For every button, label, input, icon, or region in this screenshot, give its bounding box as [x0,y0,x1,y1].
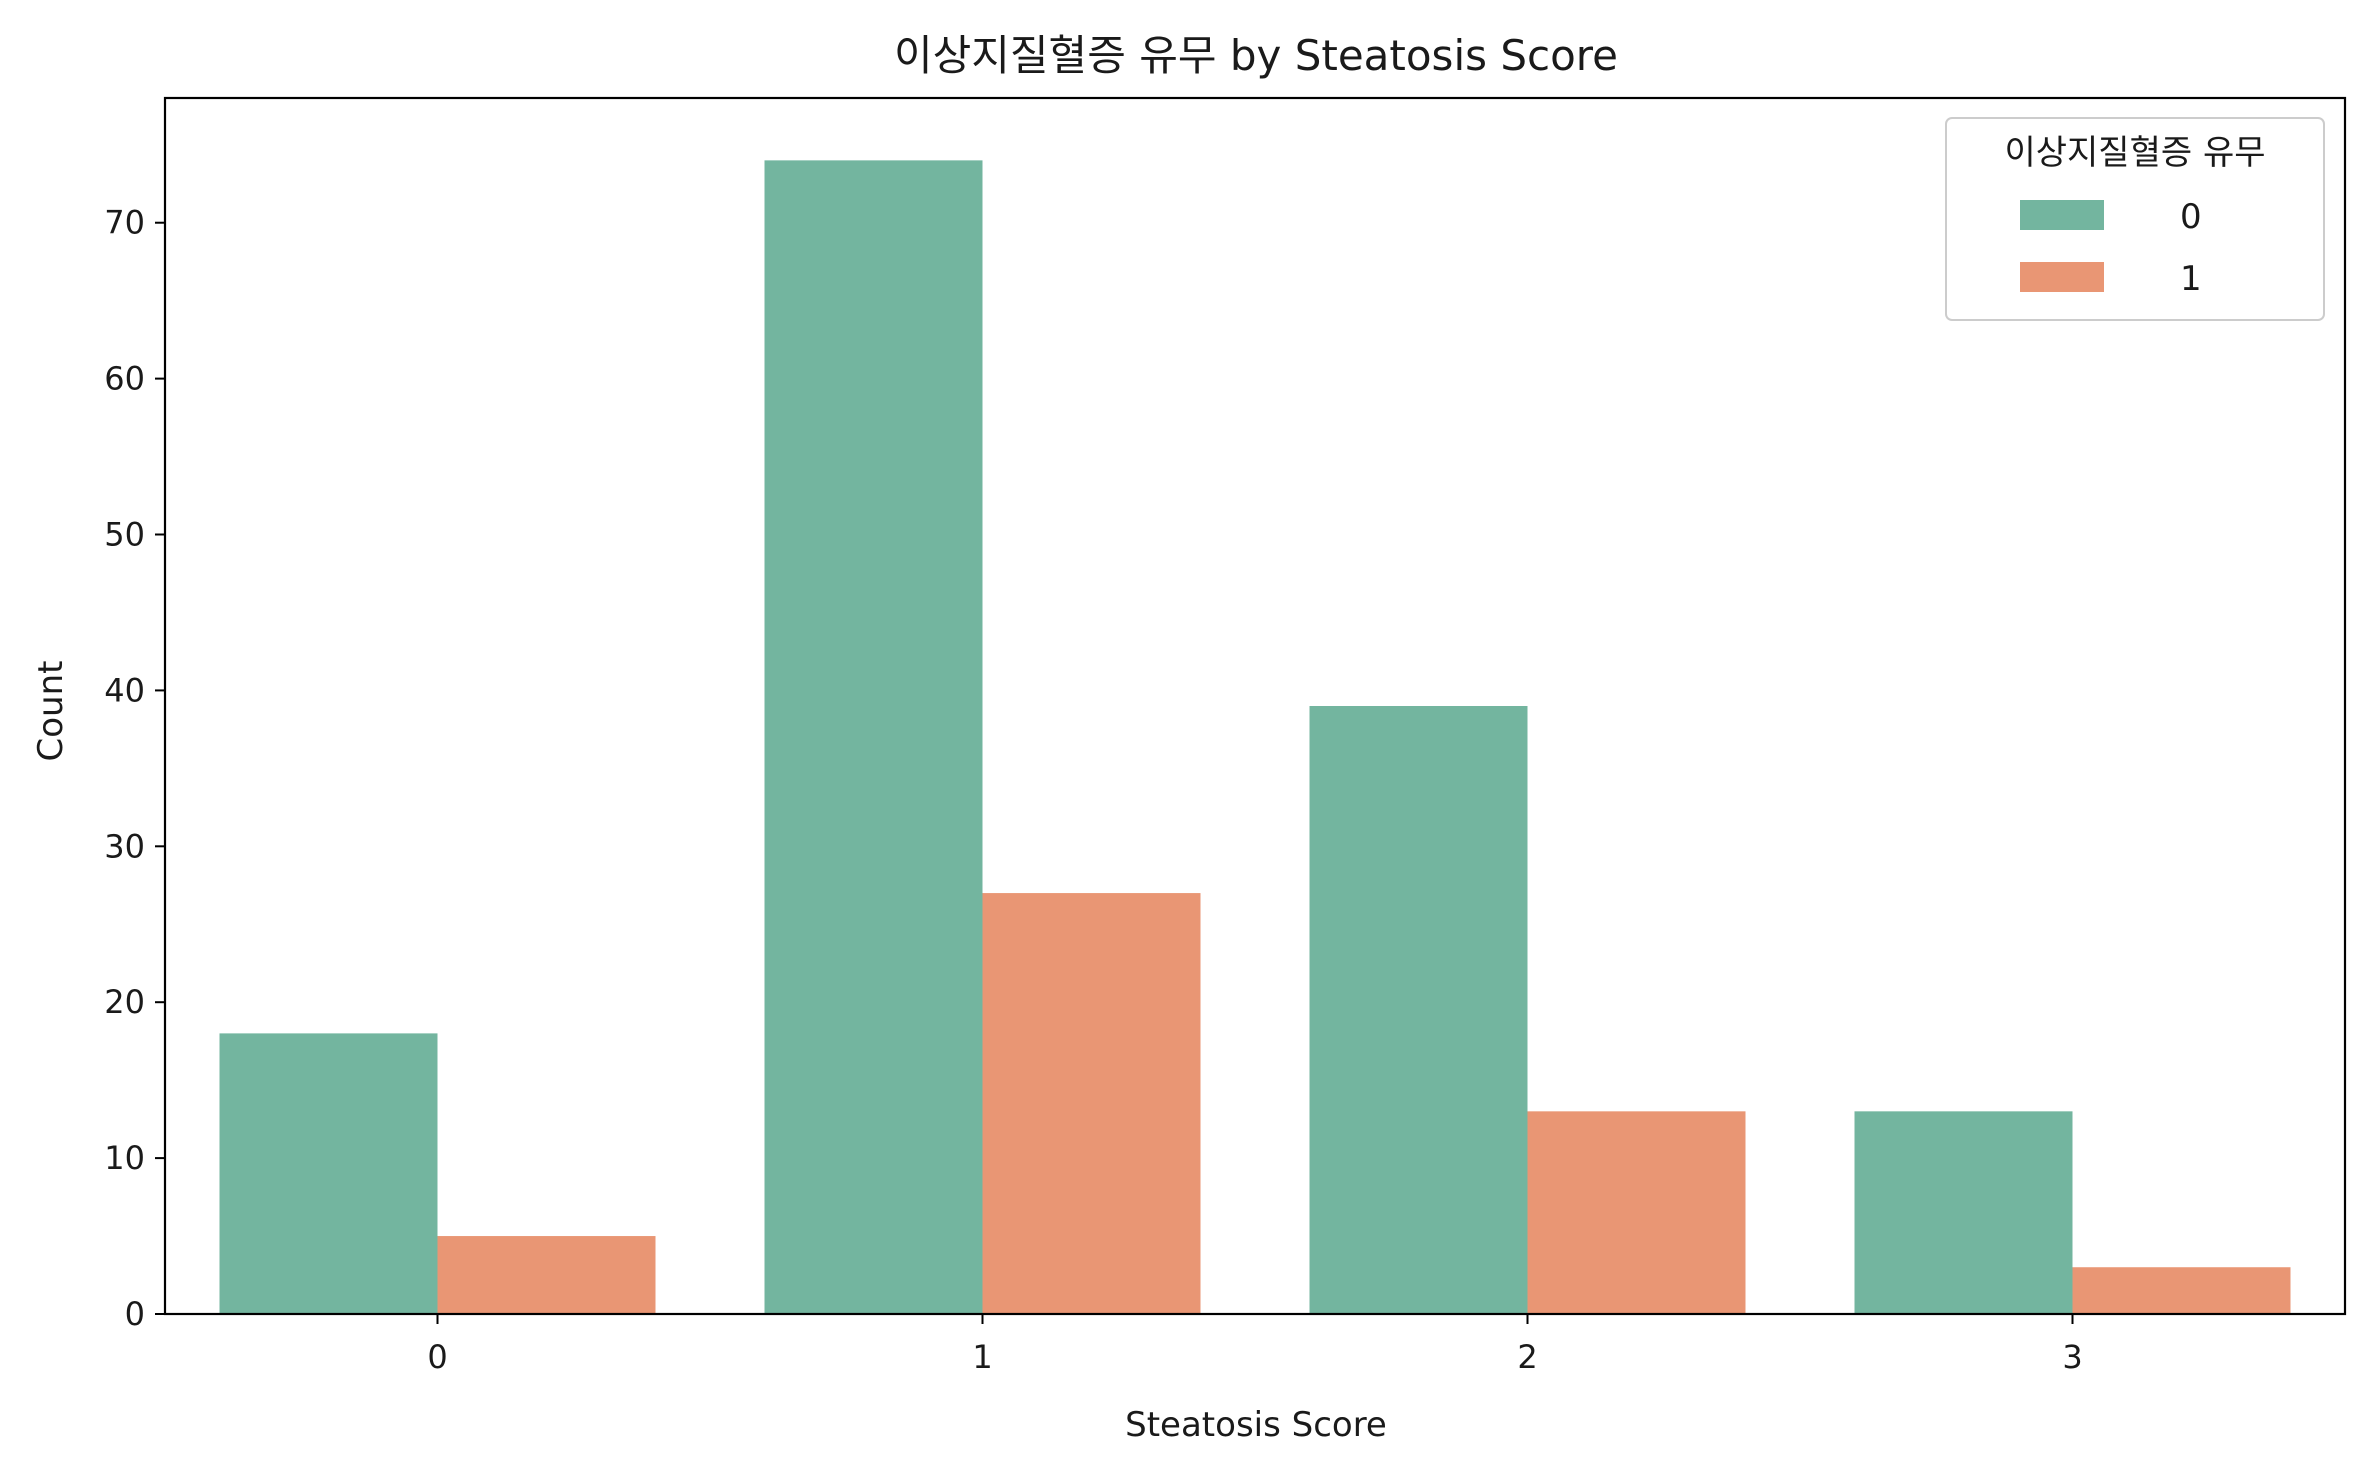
chart-title: 이상지질혈증 유무 by Steatosis Score [894,31,1618,80]
x-axis-label: Steatosis Score [1125,1405,1387,1445]
bar-score-1-group-1 [982,893,1201,1314]
x-tick-label-3: 3 [2062,1338,2082,1376]
bar-score-3-group-1 [2072,1267,2291,1314]
y-tick-label-30: 30 [104,827,145,865]
legend-label-1: 1 [2180,259,2202,299]
bar-score-2-group-1 [1527,1111,1746,1314]
x-tick-label-0: 0 [427,1338,447,1376]
y-tick-label-60: 60 [104,360,145,398]
x-tick-label-2: 2 [1517,1338,1537,1376]
legend-label-0: 0 [2180,197,2202,237]
y-tick-label-20: 20 [104,983,145,1021]
bar-score-0-group-1 [437,1236,656,1314]
y-tick-label-40: 40 [104,671,145,709]
y-axis-ticks: 0 10 20 30 40 50 60 70 [104,204,165,1333]
legend-swatch-1 [2020,262,2104,292]
bar-score-2-group-0 [1309,706,1528,1314]
plot-area-frame [163,96,2347,1316]
y-axis-label: Count [31,661,71,762]
bar-score-1-group-0 [764,160,983,1314]
legend: 이상지질혈증 유무 0 1 [1945,117,2325,321]
y-tick-label-70: 70 [104,204,145,242]
y-tick-label-0: 0 [125,1295,145,1333]
y-tick-label-50: 50 [104,516,145,554]
bar-score-0-group-0 [219,1033,438,1314]
legend-title: 이상지질혈증 유무 [2004,133,2265,173]
y-tick-label-10: 10 [104,1139,145,1177]
x-axis-ticks: 0 1 2 3 [427,1314,2083,1376]
bars-group [219,160,2291,1314]
legend-swatch-0 [2020,200,2104,230]
x-tick-label-1: 1 [972,1338,992,1376]
bar-score-3-group-0 [1854,1111,2073,1314]
